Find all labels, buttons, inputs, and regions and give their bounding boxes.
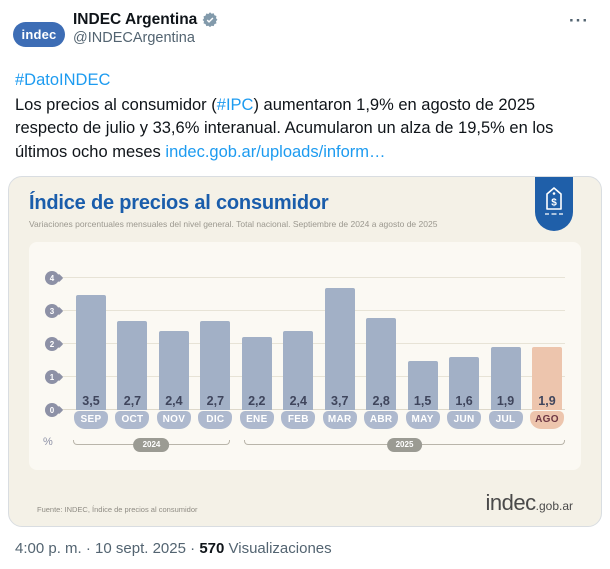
- month-badge-ene: ENE: [239, 411, 274, 429]
- tweet-body-text: Los precios al consumidor (: [15, 95, 217, 114]
- y-axis-tick-4: 4: [45, 271, 59, 285]
- month-badge-may: MAY: [405, 411, 440, 429]
- year-bracket-2025: 2025: [244, 438, 565, 452]
- tweet-body: Los precios al consumidor (#IPC) aumenta…: [15, 94, 595, 165]
- bar-column-feb: 2,4: [280, 330, 316, 410]
- bar-column-dic: 2,7: [197, 320, 233, 410]
- card-footer: Fuente: INDEC, Índice de precios al cons…: [29, 490, 581, 515]
- bar-value-nov: 2,4: [165, 394, 183, 408]
- month-badge-dic: DIC: [198, 411, 233, 429]
- gridline-4: [61, 277, 565, 278]
- bar-oct: 2,7: [117, 320, 148, 410]
- bar-jun: 1,6: [449, 357, 480, 410]
- price-tag-banner: $: [535, 177, 573, 231]
- handle[interactable]: @INDECArgentina: [73, 30, 195, 46]
- tweet-body-text: ) aumentaron 1,9% en agosto de 2025 resp…: [15, 95, 554, 161]
- hashtag-line: #DatoINDEC: [15, 69, 595, 93]
- hashtag-ipc-link[interactable]: #IPC: [216, 95, 254, 114]
- year-pill-2025: 2025: [386, 438, 423, 452]
- bar-value-feb: 2,4: [289, 394, 307, 408]
- bar-column-jun: 1,6: [446, 357, 482, 410]
- month-badge-jun: JUN: [447, 411, 482, 429]
- month-badge-ago: AGO: [529, 411, 564, 429]
- year-bracket-row: % 2024 2025: [43, 436, 565, 454]
- date: 10 sept. 2025: [95, 540, 186, 557]
- bar-value-mar: 3,7: [331, 394, 349, 408]
- percent-axis-label: %: [43, 436, 53, 448]
- display-name[interactable]: INDEC Argentina: [73, 11, 198, 28]
- bar-feb: 2,4: [283, 330, 314, 410]
- bars-container: 3,5 2,7 2,4 2,7 2,2 2,4 3,7 2,8 1,5 1,6 1,9 1,9: [73, 264, 565, 410]
- bar-column-may: 1,5: [405, 360, 441, 410]
- hashtag-dato-indec-link[interactable]: #DatoINDEC: [15, 71, 111, 89]
- price-tag-icon: $: [545, 187, 563, 215]
- month-badge-row: SEP OCT NOV DIC ENE FEB MAR ABR MAY JUN JUL AGO: [73, 411, 565, 429]
- month-badge-feb: FEB: [281, 411, 316, 429]
- timestamp: 4:00 p. m.: [15, 540, 82, 557]
- tweet-meta: 4:00 p. m. · 10 sept. 2025 · 570 Visuali…: [15, 540, 332, 557]
- bar-value-jul: 1,9: [496, 394, 515, 408]
- bar-nov: 2,4: [158, 330, 189, 410]
- year-pill-2024: 2024: [133, 438, 170, 452]
- month-badge-nov: NOV: [156, 411, 191, 429]
- source-note: Fuente: INDEC, Índice de precios al cons…: [37, 505, 198, 514]
- tweet-text: #DatoINDEC Los precios al consumidor (#I…: [15, 69, 595, 164]
- svg-text:$: $: [551, 198, 557, 209]
- author-block[interactable]: INDEC Argentina @INDECArgentina: [73, 10, 563, 46]
- bar-column-jul: 1,9: [488, 347, 524, 410]
- bar-column-mar: 3,7: [322, 287, 358, 410]
- views-count[interactable]: 570: [199, 540, 225, 557]
- bar-sep: 3,5: [76, 294, 106, 410]
- bar-value-oct: 2,7: [123, 394, 142, 408]
- report-url-link[interactable]: indec.gob.ar/uploads/inform…: [165, 142, 386, 161]
- month-badge-oct: OCT: [115, 411, 150, 429]
- bar-value-jun: 1,6: [455, 394, 473, 408]
- bar-mar: 3,7: [324, 287, 355, 410]
- y-axis-tick-2: 2: [45, 337, 59, 351]
- bar-ago: 1,9: [531, 347, 562, 410]
- month-badge-mar: MAR: [322, 411, 357, 429]
- bar-column-oct: 2,7: [114, 320, 150, 410]
- bar-ene: 2,2: [241, 337, 272, 410]
- bar-column-sep: 3,5: [73, 294, 109, 410]
- verified-badge-icon: [202, 12, 218, 28]
- bar-column-nov: 2,4: [156, 330, 192, 410]
- tweet-header: indec INDEC Argentina @INDECArgentina ··…: [12, 10, 595, 58]
- avatar[interactable]: indec: [12, 10, 66, 58]
- bar-dic: 2,7: [200, 320, 231, 410]
- bar-may: 1,5: [407, 360, 438, 410]
- bar-jul: 1,9: [490, 347, 521, 410]
- indec-logo-avatar: indec: [12, 21, 66, 47]
- chart-card[interactable]: Índice de precios al consumidor Variacio…: [8, 176, 602, 527]
- chart-body: 0 1 2 3 4 3,5 2,7 2,4 2,7 2,2 2,4 3,7 2,8 1,5 1,6 1,9 1,…: [43, 264, 565, 454]
- plot-area: 0 1 2 3 4 3,5 2,7 2,4 2,7 2,2 2,4 3,7 2,8 1,5 1,6 1,9 1,…: [45, 264, 565, 417]
- bar-value-sep: 3,5: [82, 394, 100, 408]
- y-axis-tick-1: 1: [45, 370, 59, 384]
- month-badge-sep: SEP: [74, 411, 108, 429]
- more-menu-icon[interactable]: ···: [569, 11, 589, 30]
- bar-abr: 2,8: [366, 317, 397, 410]
- y-axis-tick-0: 0: [45, 403, 59, 417]
- bar-value-abr: 2,8: [372, 394, 390, 408]
- bar-value-ene: 2,2: [248, 394, 266, 408]
- bar-value-may: 1,5: [413, 394, 432, 408]
- y-axis-tick-3: 3: [45, 304, 59, 318]
- chart-panel: 0 1 2 3 4 3,5 2,7 2,4 2,7 2,2 2,4 3,7 2,8 1,5 1,6 1,9 1,…: [29, 242, 581, 470]
- chart-subtitle: Variaciones porcentuales mensuales del n…: [29, 219, 438, 229]
- bar-column-ene: 2,2: [239, 337, 275, 410]
- year-bracket-2024: 2024: [73, 438, 230, 452]
- indec-gob-ar-logo: indec.gob.ar: [485, 490, 573, 515]
- gridline-3: [61, 310, 565, 311]
- month-badge-jul: JUL: [488, 411, 523, 429]
- bar-column-ago: 1,9: [529, 347, 565, 410]
- month-badge-abr: ABR: [364, 411, 399, 429]
- bar-value-ago: 1,9: [538, 394, 556, 408]
- bar-value-dic: 2,7: [206, 394, 225, 408]
- chart-title: Índice de precios al consumidor: [29, 192, 329, 214]
- bar-column-abr: 2,8: [363, 317, 399, 410]
